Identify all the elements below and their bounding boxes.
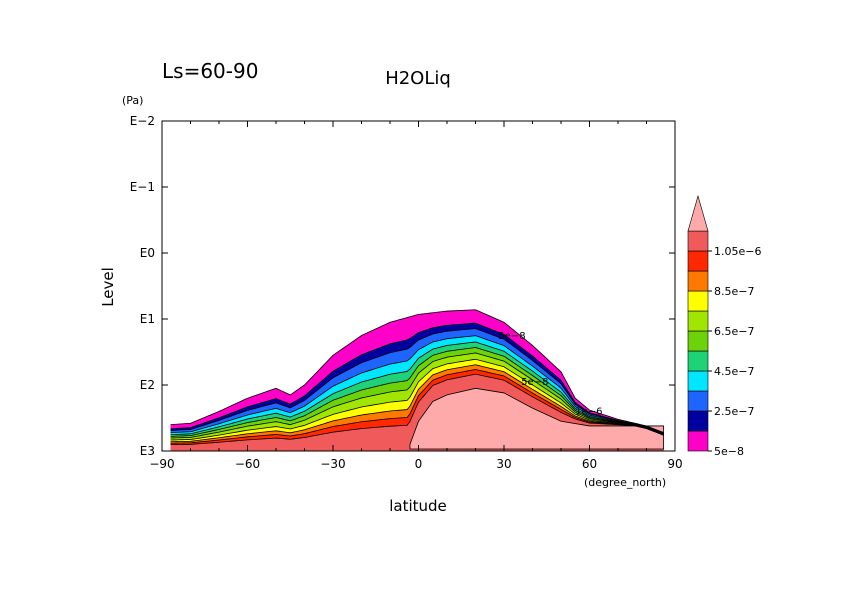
contour-line (170, 347, 664, 437)
contour-line (170, 358, 664, 441)
contour-line (170, 341, 664, 436)
contour-line (170, 373, 664, 446)
x-tick-label: 30 (496, 457, 511, 471)
colorbar-segment (687, 310, 709, 332)
x-tick-label: −60 (235, 457, 260, 471)
chart-title: H2OLiq (385, 68, 451, 89)
colorbar-segment (687, 370, 709, 392)
contour-line (170, 322, 664, 434)
colorbar-segment (687, 350, 709, 372)
x-tick-label: −90 (149, 457, 174, 471)
colorbar-label: 6.5e−7 (714, 325, 754, 338)
contour-label: 5e−8 (498, 331, 525, 342)
colorbar-segment (687, 250, 709, 272)
contour-line (170, 352, 664, 439)
contour-label: 5e−8 (521, 377, 548, 388)
colorbar-label: 1.05e−6 (714, 245, 761, 258)
contour-line (170, 364, 664, 443)
colorbar-segment (687, 430, 709, 452)
contour-label: 1e−6 (575, 407, 602, 418)
x-tick-label: 90 (667, 457, 682, 471)
y-axis-label: Level (99, 267, 117, 307)
contour-line (170, 369, 664, 444)
x-axis-unit: (degree_north) (584, 476, 666, 489)
y-axis-unit: (Pa) (122, 94, 143, 107)
y-axis: E−2 E−1 E0 E1 E2 E3 (130, 114, 675, 458)
contour-line (170, 309, 664, 433)
colorbar-segment (687, 330, 709, 352)
colorbar-segment (687, 230, 709, 252)
y-tick-label: E0 (140, 246, 155, 260)
colorbar-segment (687, 290, 709, 312)
colorbar-label: 4.5e−7 (714, 365, 754, 378)
colorbar-segment (687, 410, 709, 432)
colorbar-label: 8.5e−7 (714, 285, 754, 298)
y-tick-label: E3 (140, 444, 155, 458)
y-tick-label: E−1 (130, 180, 155, 194)
contour-labels: 5e−8 5e−8 1e−6 (498, 331, 602, 418)
x-axis-label: latitude (389, 497, 447, 515)
season-label: Ls=60-90 (162, 59, 258, 83)
colorbar-segment (687, 390, 709, 412)
y-tick-label: E−2 (130, 114, 155, 128)
x-tick-label: 60 (582, 457, 597, 471)
y-tick-label: E2 (140, 378, 155, 392)
contour-line (170, 335, 664, 434)
max-region (409, 387, 664, 450)
colorbar: 5e−8 2.5e−7 4.5e−7 6.5e−7 8.5e−7 1.05e−6 (687, 194, 761, 458)
x-tick-label: −30 (320, 457, 345, 471)
y-tick-label: E1 (140, 312, 155, 326)
x-axis: −90 −60 −30 0 30 60 90 (149, 121, 683, 471)
colorbar-label: 2.5e−7 (714, 405, 754, 418)
contour-fill (170, 309, 664, 451)
colorbar-label: 5e−8 (714, 445, 744, 458)
x-tick-label: 0 (415, 457, 423, 471)
contour-line (170, 328, 664, 434)
colorbar-extend-arrow (687, 194, 709, 232)
colorbar-segment (687, 270, 709, 292)
contour-lines (170, 309, 664, 446)
